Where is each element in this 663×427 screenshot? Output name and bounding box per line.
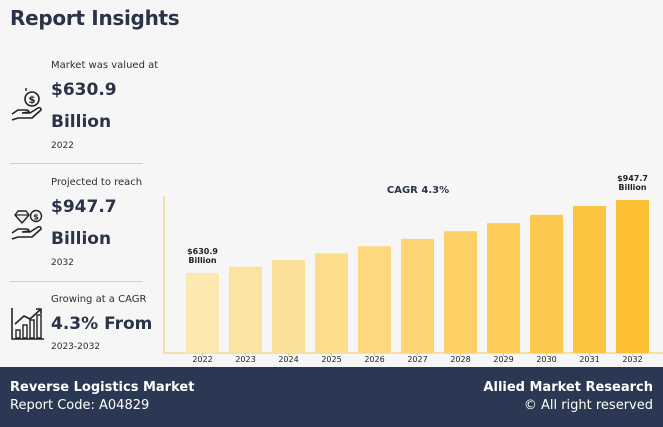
stat-value: 4.3% From [51, 314, 153, 334]
stat-year: 2023-2032 [51, 342, 101, 352]
svg-text:$: $ [29, 95, 36, 106]
bar-2027 [401, 238, 434, 353]
stat-market-value: $ Market was valued at $630.9 Billion 20… [10, 58, 158, 158]
data-label: $947.7 Billion [617, 174, 648, 192]
growth-chart-icon [11, 308, 44, 340]
x-tick-label: 2022 [192, 355, 212, 364]
divider [10, 163, 143, 164]
stat-projected-value: $ Projected to reach $947.7 Billion 2032 [10, 175, 144, 275]
footer-report-info: Reverse Logistics Market Report Code: A0… [10, 379, 194, 415]
x-tick-label: 2029 [493, 355, 513, 364]
stat-cagr: Growing at a CAGR 4.3% From 2023-2032 [10, 292, 152, 362]
stat-label: Projected to reach [51, 177, 143, 188]
stat-label: Growing at a CAGR [51, 294, 147, 305]
bar-2025 [315, 253, 348, 353]
stat-label: Market was valued at [51, 60, 159, 71]
data-label: $630.9 Billion [187, 247, 218, 265]
stat-value: $630.9 [51, 80, 117, 100]
bar-2023 [229, 266, 262, 353]
brand-name: Allied Market Research [483, 380, 653, 395]
report-name: Reverse Logistics Market [10, 380, 195, 395]
bar-2024 [272, 260, 305, 353]
report-code: Report Code: A04829 [10, 398, 150, 413]
diamond-hand-icon: $ [11, 209, 43, 240]
x-tick-label: 2032 [622, 355, 642, 364]
x-tick-label: 2027 [407, 355, 427, 364]
bar-2028 [444, 231, 477, 353]
stat-value: $947.7 [51, 197, 117, 217]
divider [10, 281, 143, 282]
x-tick-label: 2024 [278, 355, 298, 364]
x-tick-label: 2030 [536, 355, 556, 364]
market-size-bar-chart: CAGR 4.3% 2022 2023 2024 2025 2026 2027 2028 202… [163, 174, 663, 364]
bar-2022 [186, 272, 219, 353]
bar-2026 [358, 246, 391, 353]
stat-value-unit: Billion [51, 229, 112, 249]
bar-2029 [487, 223, 520, 353]
x-tick-label: 2031 [579, 355, 599, 364]
stat-year: 2032 [51, 258, 74, 268]
svg-text:$: $ [33, 213, 39, 222]
copyright-text: © All right reserved [523, 398, 653, 413]
page-title: Report Insights [10, 6, 180, 30]
bar-2031 [573, 206, 606, 353]
x-tick-label: 2025 [321, 355, 341, 364]
stat-year: 2022 [51, 141, 74, 151]
bar-2032 [616, 200, 649, 353]
footer: Reverse Logistics Market Report Code: A0… [0, 367, 663, 427]
x-tick-label: 2028 [450, 355, 470, 364]
money-hand-icon: $ [11, 88, 42, 121]
x-tick-label: 2026 [364, 355, 384, 364]
bar-2030 [530, 214, 563, 353]
x-tick-label: 2023 [235, 355, 255, 364]
stat-value-unit: Billion [51, 112, 112, 132]
footer-brand-info: Allied Market Research © All right reser… [483, 379, 653, 415]
chart-title: CAGR 4.3% [387, 185, 449, 196]
